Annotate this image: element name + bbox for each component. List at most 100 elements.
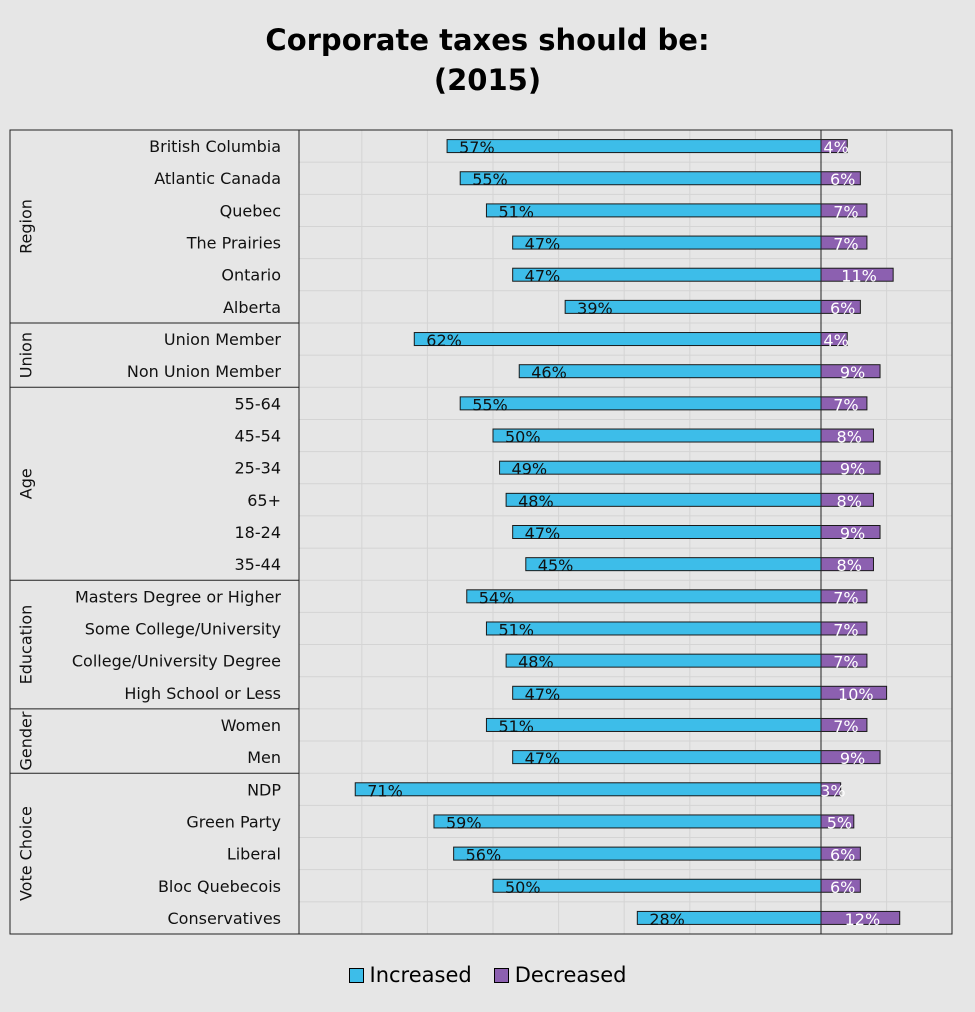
bar-increased	[499, 460, 822, 475]
data-label-decreased: 7%	[833, 717, 858, 736]
category-label: 45-54	[235, 427, 282, 446]
data-label-increased: 47%	[525, 749, 561, 768]
data-label-decreased: 9%	[840, 363, 865, 382]
category-label: Conservatives	[168, 909, 282, 928]
data-label-decreased: 3%	[820, 781, 845, 800]
category-label: 18-24	[235, 523, 282, 542]
bar-increased	[485, 717, 822, 732]
category-label: Quebec	[220, 201, 281, 220]
category-label: Masters Degree or Higher	[75, 587, 281, 606]
category-label: NDP	[247, 780, 281, 799]
data-label-decreased: 11%	[841, 267, 877, 286]
data-label-decreased: 9%	[840, 749, 865, 768]
bar-increased	[485, 621, 822, 636]
category-label: Women	[221, 716, 281, 735]
category-label: British Columbia	[149, 137, 281, 156]
data-label-decreased: 6%	[830, 846, 855, 865]
legend-label-increased: Increased	[369, 963, 472, 987]
category-label: Non Union Member	[127, 362, 282, 381]
category-label: Liberal	[227, 845, 281, 864]
category-label: Alberta	[223, 298, 281, 317]
bar-increased	[433, 814, 822, 829]
group-label: Education	[17, 605, 36, 685]
data-label-decreased: 6%	[830, 878, 855, 897]
data-label-increased: 47%	[525, 267, 561, 286]
category-label: 55-64	[235, 394, 282, 413]
data-label-increased: 49%	[512, 460, 548, 479]
chart-subtitle: (2015)	[433, 63, 542, 97]
data-label-decreased: 6%	[830, 170, 855, 189]
data-label-increased: 50%	[505, 878, 541, 897]
data-label-decreased: 8%	[837, 492, 862, 511]
category-label: Ontario	[221, 266, 281, 285]
data-label-increased: 28%	[649, 910, 685, 929]
category-label: Union Member	[164, 330, 282, 349]
data-label-decreased: 9%	[840, 460, 865, 479]
data-label-decreased: 4%	[823, 138, 848, 157]
data-label-increased: 51%	[498, 202, 534, 221]
group-label: Vote Choice	[17, 806, 36, 901]
category-label: The Prairies	[186, 234, 281, 253]
data-label-increased: 48%	[518, 653, 554, 672]
data-label-increased: 51%	[498, 717, 534, 736]
data-label-increased: 39%	[577, 299, 613, 318]
category-label: Men	[247, 748, 281, 767]
category-label: 35-44	[235, 555, 282, 574]
data-label-increased: 51%	[498, 620, 534, 639]
data-label-increased: 62%	[426, 331, 462, 350]
bar-increased	[446, 139, 822, 154]
bar-increased	[354, 782, 822, 797]
category-label: Some College/University	[85, 619, 281, 638]
data-label-increased: 50%	[505, 428, 541, 447]
legend-swatch-decreased	[493, 967, 509, 983]
group-label: Region	[17, 199, 36, 254]
data-label-increased: 46%	[531, 363, 567, 382]
category-label: Green Party	[186, 812, 281, 831]
group-label: Gender	[17, 711, 36, 770]
data-label-increased: 47%	[525, 235, 561, 254]
data-label-increased: 71%	[367, 781, 403, 800]
bar-increased	[492, 428, 822, 443]
data-label-increased: 47%	[525, 685, 561, 704]
category-label: Atlantic Canada	[154, 169, 281, 188]
data-label-decreased: 4%	[823, 331, 848, 350]
data-label-decreased: 7%	[833, 588, 858, 607]
group-label: Union	[17, 332, 36, 378]
data-label-decreased: 8%	[837, 428, 862, 447]
bar-increased	[459, 171, 822, 186]
data-label-increased: 57%	[459, 138, 495, 157]
data-label-decreased: 7%	[833, 653, 858, 672]
data-label-decreased: 12%	[845, 910, 881, 929]
legend: Increased Decreased	[0, 963, 975, 987]
category-label: High School or Less	[124, 684, 281, 703]
chart-frame	[9, 129, 953, 935]
group-label: Age	[17, 468, 36, 499]
data-label-increased: 59%	[446, 813, 482, 832]
bar-increased	[492, 878, 822, 893]
data-label-increased: 47%	[525, 524, 561, 543]
data-label-increased: 54%	[479, 588, 515, 607]
legend-item-decreased: Decreased	[493, 963, 627, 987]
bar-increased	[453, 846, 822, 861]
category-label: 65+	[247, 491, 281, 510]
category-label: College/University Degree	[72, 652, 281, 671]
bar-increased	[459, 396, 822, 411]
category-label: 25-34	[235, 459, 282, 478]
data-label-increased: 55%	[472, 395, 508, 414]
data-label-increased: 45%	[538, 556, 574, 575]
bar-increased	[413, 332, 822, 347]
bar-increased	[466, 589, 822, 604]
data-label-increased: 56%	[466, 846, 502, 865]
data-label-decreased: 7%	[833, 620, 858, 639]
legend-label-decreased: Decreased	[514, 963, 627, 987]
data-label-increased: 55%	[472, 170, 508, 189]
chart-title-main: Corporate taxes should be:	[265, 23, 710, 57]
data-label-decreased: 7%	[833, 235, 858, 254]
data-label-decreased: 7%	[833, 202, 858, 221]
legend-item-increased: Increased	[348, 963, 472, 987]
data-label-decreased: 10%	[838, 685, 874, 704]
legend-swatch-increased	[348, 967, 364, 983]
data-label-decreased: 9%	[840, 524, 865, 543]
